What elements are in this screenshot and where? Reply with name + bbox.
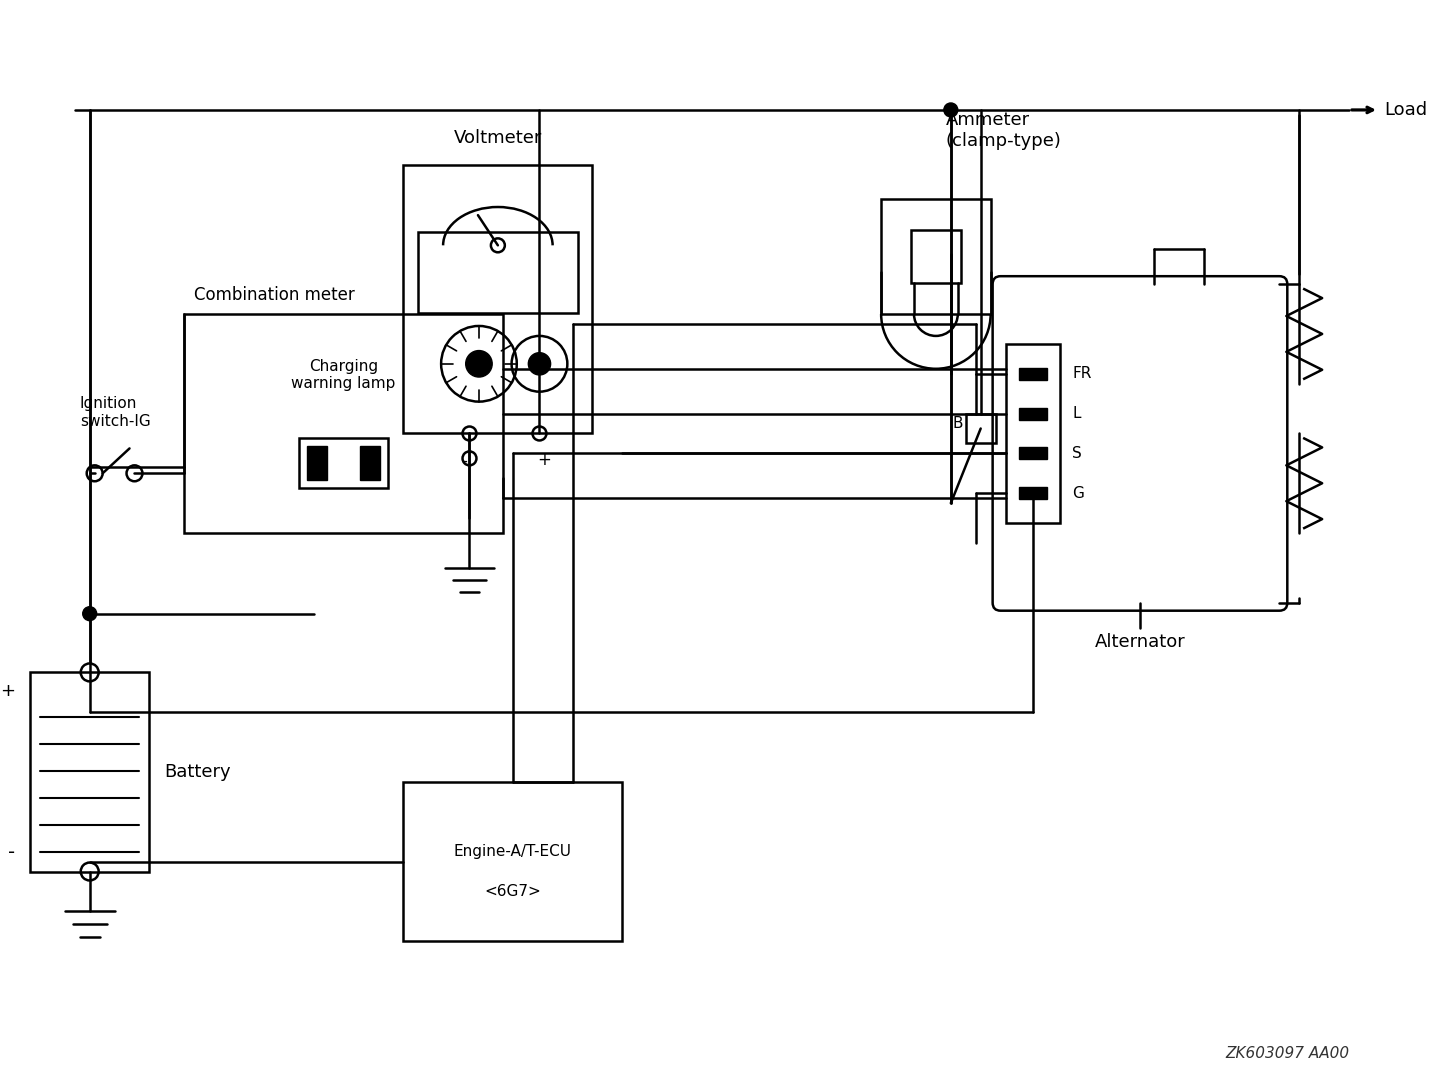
- Text: Voltmeter: Voltmeter: [453, 129, 543, 147]
- Bar: [418, 232, 577, 313]
- Circle shape: [82, 606, 97, 621]
- Bar: [1019, 487, 1046, 499]
- Bar: [1006, 344, 1061, 523]
- Text: -: -: [313, 455, 320, 472]
- Bar: [1019, 407, 1046, 419]
- Bar: [1019, 368, 1046, 380]
- Text: Alternator: Alternator: [1095, 632, 1185, 651]
- Text: FR: FR: [1072, 366, 1092, 381]
- Text: +: +: [364, 456, 377, 471]
- Bar: [911, 231, 961, 283]
- Circle shape: [466, 351, 492, 377]
- Text: +: +: [537, 452, 551, 469]
- Text: <6G7>: <6G7>: [485, 884, 541, 899]
- Text: Load: Load: [1384, 101, 1427, 119]
- Text: S: S: [1072, 446, 1082, 461]
- Bar: [30, 673, 150, 872]
- Text: Ignition
switch-IG: Ignition switch-IG: [79, 396, 150, 429]
- Text: +: +: [0, 682, 14, 701]
- Text: L: L: [1072, 406, 1081, 421]
- Bar: [299, 439, 388, 488]
- Bar: [882, 199, 991, 314]
- Bar: [403, 165, 593, 433]
- Text: -: -: [462, 452, 468, 469]
- Bar: [965, 414, 996, 443]
- Text: B: B: [952, 416, 962, 431]
- Text: Engine-A/T-ECU: Engine-A/T-ECU: [453, 844, 571, 859]
- Text: Ammeter
(clamp-type): Ammeter (clamp-type): [945, 110, 1062, 149]
- Text: Battery: Battery: [165, 762, 231, 781]
- Bar: [403, 782, 622, 941]
- Bar: [307, 446, 326, 480]
- Bar: [1019, 447, 1046, 459]
- Bar: [185, 314, 502, 533]
- Text: Combination meter: Combination meter: [195, 286, 355, 304]
- Circle shape: [944, 103, 958, 117]
- Text: ZK603097 AA00: ZK603097 AA00: [1225, 1046, 1349, 1060]
- Text: G: G: [1072, 485, 1084, 500]
- Bar: [361, 446, 381, 480]
- Text: -: -: [7, 843, 14, 862]
- Circle shape: [528, 353, 551, 375]
- Text: Charging
warning lamp: Charging warning lamp: [291, 358, 395, 391]
- FancyBboxPatch shape: [993, 276, 1287, 611]
